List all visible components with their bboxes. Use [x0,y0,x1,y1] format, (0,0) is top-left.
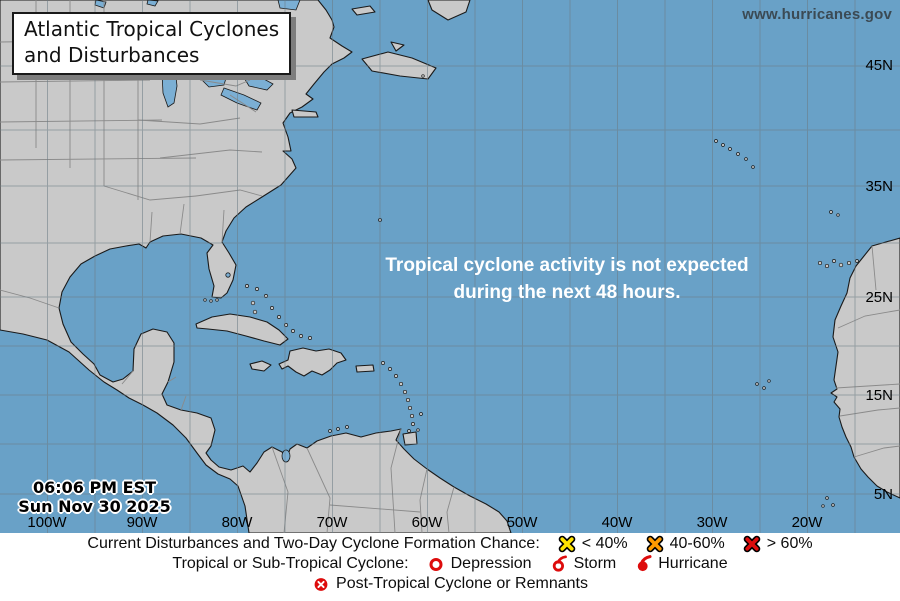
chance-low-label: < 40% [581,534,628,552]
legend-item-post-tropical: Post-Tropical Cyclone or Remnants [312,575,588,593]
island-hispaniola [278,347,347,377]
lat-label: 25N [865,289,893,306]
island-jamaica [249,360,272,372]
x-icon [646,535,663,552]
issuance-timestamp: 06:06 PM EST Sun Nov 30 2025 [12,478,177,516]
small-islands [203,74,859,508]
legend-row-cyclone-types: Tropical or Sub-Tropical Cyclone: Depres… [0,554,900,573]
atlantic-basin-map: 45N 35N 25N 15N 5N 100W 90W 80W 70W 60W … [0,0,900,533]
storm-icon [552,554,567,572]
legend-row-formation-chance: Current Disturbances and Two-Day Cyclone… [0,534,900,553]
circled-x-icon [314,577,328,591]
island [427,0,471,21]
lat-label: 15N [865,387,893,404]
lon-label: 30W [696,514,728,531]
graticule [0,0,900,533]
storm-label: Storm [573,554,617,572]
hurricanes-gov-link[interactable]: www.hurricanes.gov [742,6,892,23]
lon-label: 80W [221,514,253,531]
island [351,5,376,16]
island [390,41,405,52]
island-trinidad [402,431,418,446]
depression-label: Depression [450,554,532,572]
map-title-line1: Atlantic Tropical Cyclones [24,17,280,41]
legend-row-post-tropical: Post-Tropical Cyclone or Remnants [0,574,900,593]
hurricane-icon [638,554,652,571]
cyclone-types-label: Tropical or Sub-Tropical Cyclone: [172,554,409,572]
legend-item-chance-high: > 60% [743,535,813,553]
map-title: Atlantic Tropical Cyclones and Disturban… [12,12,292,75]
lake-ontario [242,75,274,91]
georgian-bay [277,0,301,11]
lake-superior-edge [146,0,159,7]
chance-high-label: > 60% [766,534,813,552]
legend-item-storm: Storm [550,554,617,573]
lon-label: 70W [316,514,348,531]
lon-label: 100W [27,514,67,531]
outlook-message: Tropical cyclone activity is not expecte… [367,252,767,306]
lake-erie [220,87,262,111]
lon-label: 90W [126,514,158,531]
hurricane-label: Hurricane [658,554,728,572]
basemap-graphic [0,0,900,533]
island-puerto-rico [355,364,375,373]
americas-landmass [0,0,512,533]
legend: Current Disturbances and Two-Day Cyclone… [0,533,900,601]
lon-label: 40W [601,514,633,531]
lat-label: 45N [865,57,893,74]
chance-medium-label: 40-60% [669,534,725,552]
formation-chance-label: Current Disturbances and Two-Day Cyclone… [87,534,540,552]
island-cuba [195,313,289,346]
issuance-time: 06:06 PM EST [32,478,157,497]
map-title-line2: and Disturbances [24,43,200,67]
legend-item-chance-medium: 40-60% [646,535,725,553]
issuance-date: Sun Nov 30 2025 [18,497,171,516]
political-borders [0,0,900,533]
legend-item-chance-low: < 40% [558,535,628,553]
post-tropical-label: Post-Tropical Cyclone or Remnants [336,574,588,592]
lon-label: 60W [411,514,443,531]
x-icon [558,535,576,552]
legend-item-depression: Depression [427,555,532,573]
lake-okeechobee [225,272,231,278]
lon-label: 50W [506,514,538,531]
lon-label: 20W [791,514,823,531]
outlook-message-line1: Tropical cyclone activity is not expecte… [385,255,749,276]
x-icon [743,535,761,552]
depression-icon [429,557,443,571]
legend-item-hurricane: Hurricane [634,554,728,573]
island [291,109,319,118]
lake-maracaibo [281,449,291,463]
outlook-message-line2: during the next 48 hours. [453,282,681,303]
lat-label: 35N [865,178,893,195]
lat-label: 5N [873,486,893,503]
